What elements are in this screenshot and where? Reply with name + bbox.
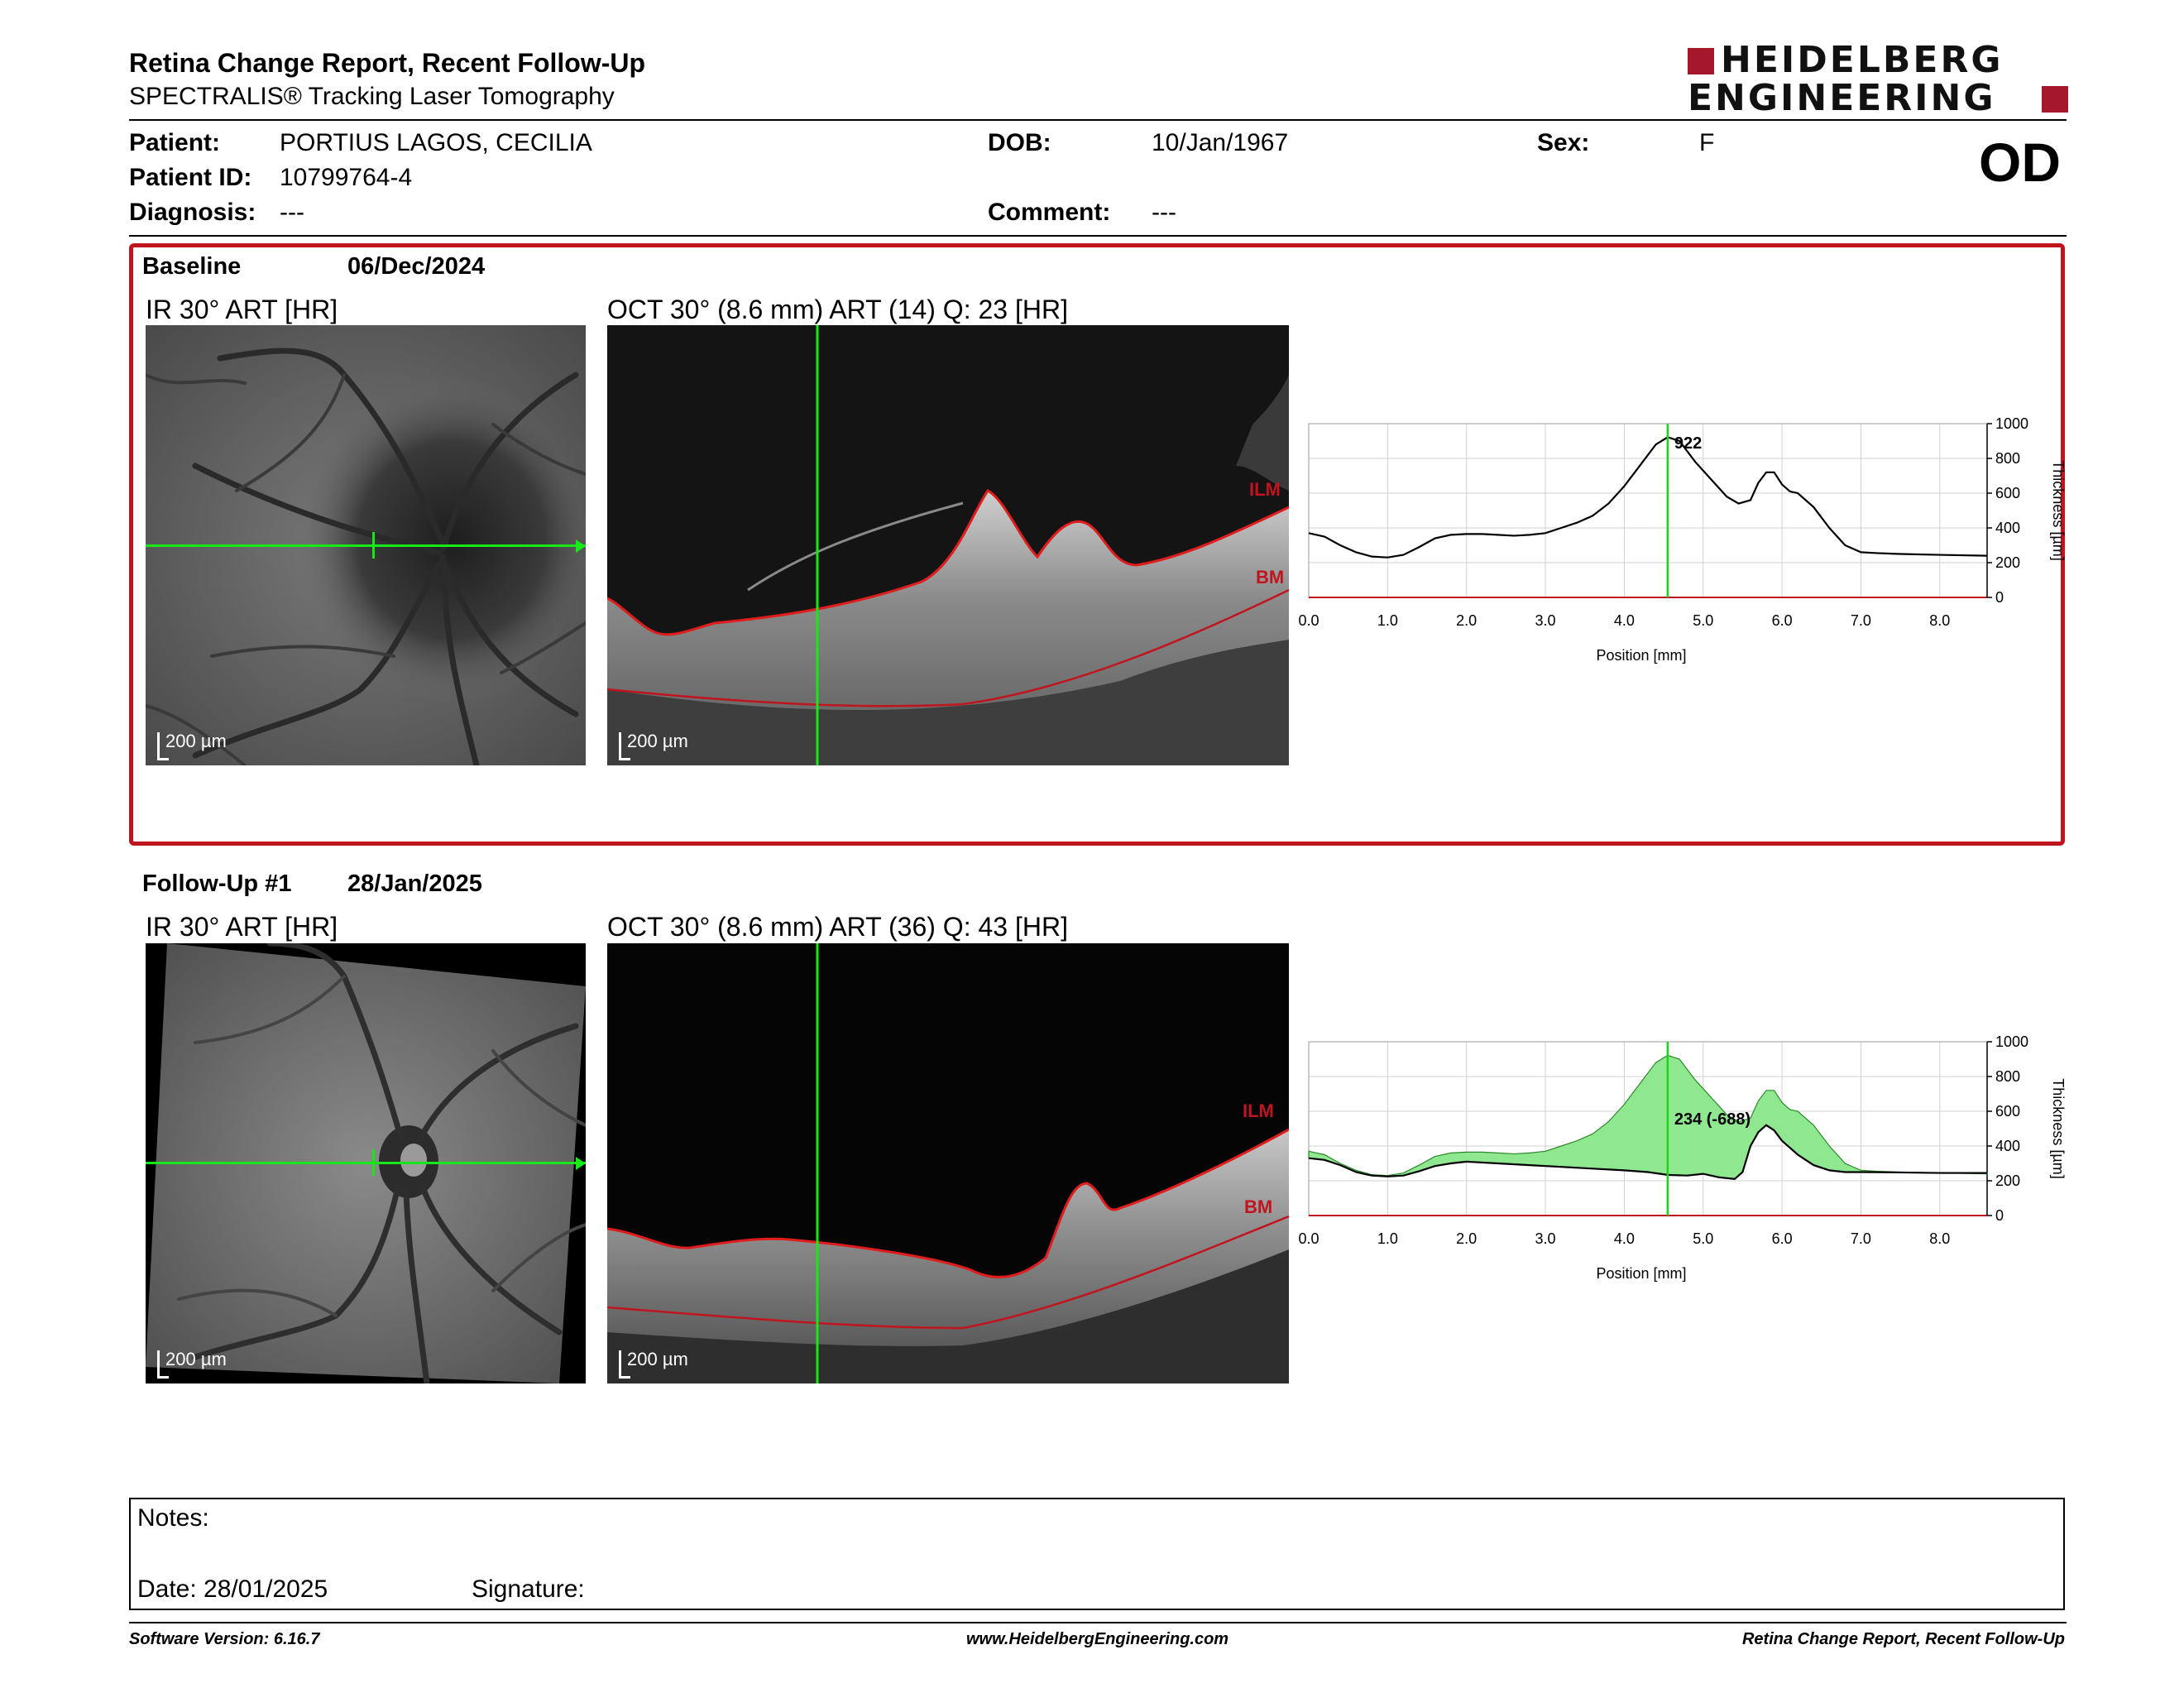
notes-date: Date: 28/01/2025 [137,1575,328,1603]
header-rule [129,119,2067,121]
baseline-ir-label: IR 30° ART [HR] [146,295,338,324]
x-axis-title: Position [mm] [1596,647,1686,664]
baseline-thickness-chart: 922 0.0 1.0 2.0 3.0 4.0 5.0 6.0 7.0 8.0 0 200 400 600… [1299,415,2067,664]
x-tick-label: 8.0 [1929,1230,1950,1247]
dob-value: 10/Jan/1967 [1152,129,1289,156]
y-tick-label: 400 [1995,520,2020,536]
baseline-oct-scale: 200 µm [619,729,718,760]
footer-version: Software Version: 6.16.7 [129,1630,320,1648]
followup-ir-scale: 200 µm [157,1347,256,1379]
baseline-bm-label: BM [1256,567,1285,587]
y-tick-label: 1000 [1995,415,2028,432]
x-tick-label: 2.0 [1456,612,1477,629]
x-tick-label: 5.0 [1693,612,1713,629]
followup-ir-label: IR 30° ART [HR] [146,912,338,942]
baseline-date: 06/Dec/2024 [347,253,486,280]
y-tick-label: 0 [1995,1207,2004,1224]
followup-ir-image[interactable]: 200 µm [146,943,586,1383]
logo-line2: ENGINEERING [1688,77,1996,119]
x-tick-label: 2.0 [1456,1230,1477,1247]
eye-label: OD [1979,132,2061,193]
report-subtitle: SPECTRALIS® Tracking Laser Tomography [129,83,615,110]
footer-website[interactable]: www.HeidelbergEngineering.com [966,1630,1229,1648]
x-tick-label: 4.0 [1614,1230,1635,1247]
baseline-series-line [1308,436,1988,559]
x-axis-title: Position [mm] [1596,1265,1686,1282]
cursor-value-label: 922 [1674,434,1702,453]
logo-line1: HEIDELBERG [1721,39,2004,81]
x-tick-label: 6.0 [1772,1230,1793,1247]
x-tick-label: 0.0 [1299,1230,1320,1247]
heidelberg-logo: HEIDELBERG ENGINEERING [1688,39,2068,119]
x-tick-label: 8.0 [1929,612,1950,629]
patient-id: 10799764-4 [280,164,413,191]
footer-rule [129,1622,2067,1623]
x-tick-label: 7.0 [1851,1230,1871,1247]
followup-oct-scale: 200 µm [619,1347,718,1379]
patient-id-label: Patient ID: [129,164,252,191]
logo-square-top [1688,48,1714,74]
baseline-highlight-box [129,243,2065,846]
followup-oct-label: OCT 30° (8.6 mm) ART (36) Q: 43 [HR] [607,912,1068,942]
followup-thickness-chart: 234 (-688) 0.0 1.0 2.0 3.0 4.0 5.0 6.0 7.0 8.0 0 20… [1299,1033,2067,1282]
followup-date: 28/Jan/2025 [347,870,482,897]
followup-ilm-label: ILM [1243,1101,1274,1121]
y-tick-label: 0 [1995,589,2004,606]
diagnosis-value: --- [280,199,304,226]
followup-bm-label: BM [1244,1196,1273,1217]
baseline-label: Baseline [142,253,242,280]
y-tick-label: 200 [1995,1172,2020,1189]
y-tick-label: 800 [1995,1068,2020,1085]
x-tick-label: 0.0 [1299,612,1320,629]
sex-value: F [1699,129,1715,156]
y-tick-label: 600 [1995,1103,2020,1120]
followup-series-line [1308,1124,1987,1181]
y-tick-label: 600 [1995,485,2020,501]
signature-label: Signature: [472,1575,585,1603]
patient-rule [129,235,2067,237]
footer-report-name: Retina Change Report, Recent Follow-Up [1741,1630,2065,1648]
followup-label: Follow-Up #1 [142,870,292,897]
x-tick-label: 3.0 [1535,1230,1556,1247]
logo-square-bottom [2042,86,2068,113]
x-tick-label: 7.0 [1851,612,1871,629]
baseline-ir-scale: 200 µm [157,729,256,760]
x-tick-label: 4.0 [1614,612,1635,629]
comment-label: Comment: [988,199,1111,226]
y-tick-label: 200 [1995,554,2020,571]
notes-box[interactable]: Notes: Date: 28/01/2025 Signature: [129,1498,2065,1610]
y-tick-label: 800 [1995,450,2020,467]
x-tick-label: 1.0 [1377,1230,1398,1247]
x-tick-label: 3.0 [1535,612,1556,629]
baseline-ir-image[interactable]: 200 µm [146,325,586,765]
y-axis-title: Thickness [µm] [2050,1078,2067,1178]
sex-label: Sex: [1537,129,1590,156]
baseline-oct-image[interactable]: ILM BM 200 µm [607,325,1289,765]
patient-label: Patient: [129,129,221,156]
diagnosis-label: Diagnosis: [129,199,256,226]
change-area [1308,1054,1988,1180]
baseline-ilm-label: ILM [1249,479,1281,500]
report-title: Retina Change Report, Recent Follow-Up [129,48,646,78]
comment-value: --- [1152,199,1176,226]
cursor-value-label: 234 (-688) [1674,1110,1751,1129]
patient-name: PORTIUS LAGOS, CECILIA [280,129,592,156]
x-tick-label: 5.0 [1693,1230,1713,1247]
baseline-oct-label: OCT 30° (8.6 mm) ART (14) Q: 23 [HR] [607,295,1068,324]
y-tick-label: 400 [1995,1138,2020,1154]
x-tick-label: 6.0 [1772,612,1793,629]
y-axis-title: Thickness [µm] [2050,460,2067,560]
plot-frame [1308,423,1988,598]
followup-oct-image[interactable]: ILM BM 200 µm [607,943,1289,1383]
notes-label: Notes: [137,1504,209,1532]
x-tick-label: 1.0 [1377,612,1398,629]
y-tick-label: 1000 [1995,1033,2028,1050]
dob-label: DOB: [988,129,1051,156]
